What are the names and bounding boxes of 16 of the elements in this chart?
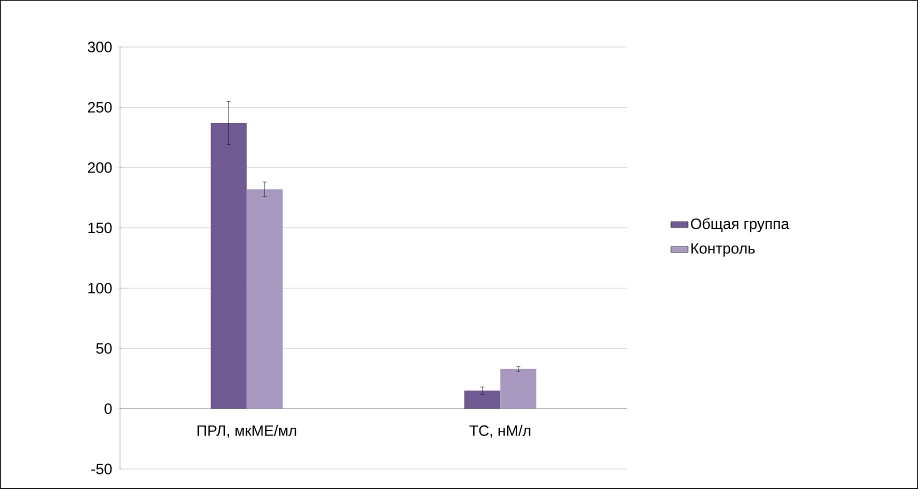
bar: [500, 368, 536, 409]
x-tick-label: ТС, нМ/л: [470, 424, 530, 438]
bar: [464, 390, 500, 409]
y-tick-label: 0: [104, 403, 112, 414]
y-tick-label: 100: [88, 282, 112, 294]
legend-label: Общая группа: [690, 218, 790, 232]
y-tick-label: 250: [88, 102, 112, 113]
y-tick-label: 300: [88, 42, 112, 52]
y-tick-label: 200: [88, 162, 112, 173]
bar: [210, 122, 247, 409]
y-tick-label: 150: [88, 222, 112, 234]
x-tick-label: ПРЛ, мкМЕ/мл: [198, 424, 296, 438]
y-tick-label: -50: [91, 464, 112, 474]
bar: [246, 189, 283, 409]
y-tick-label: 50: [96, 343, 112, 354]
legend-label: Контроль: [691, 243, 755, 257]
